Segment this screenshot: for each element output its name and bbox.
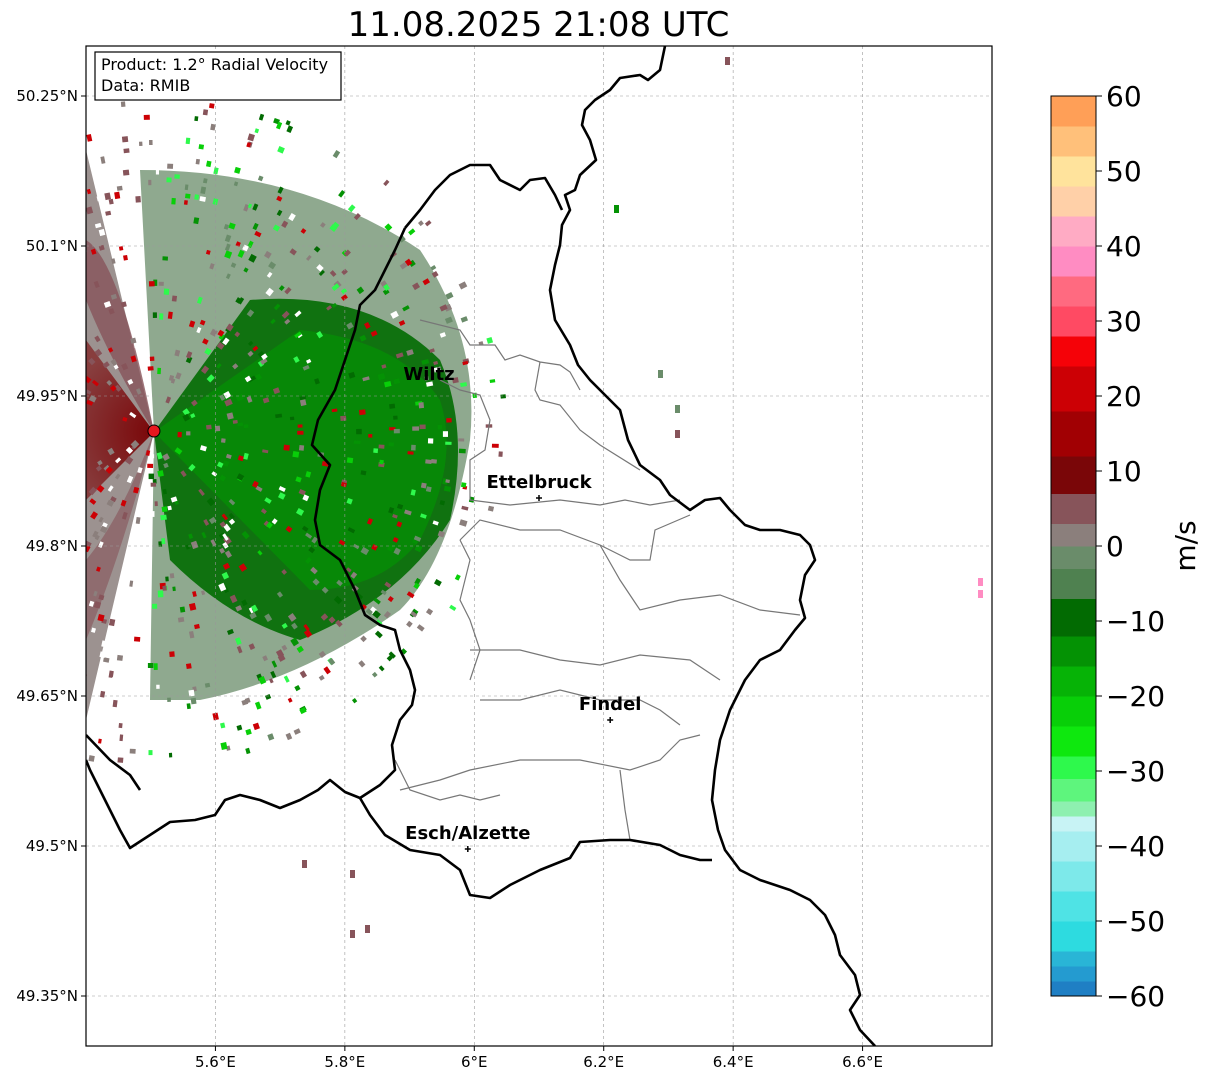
- map-gridlines: [86, 46, 992, 1046]
- radar-site-marker: [147, 424, 161, 438]
- city-label-esch-alzette: Esch/Alzette: [405, 823, 530, 844]
- city-label-ettelbruck: Ettelbruck: [486, 472, 592, 493]
- map-title: 11.08.2025 21:08 UTC: [347, 5, 730, 45]
- x-tick-label: 5.6°E: [195, 1053, 236, 1071]
- y-tick-label: 49.35°N: [16, 987, 78, 1005]
- city-marker-ettelbruck: [536, 495, 542, 501]
- longitude-axis: 5.6°E 5.8°E 6°E 6.2°E 6.4°E 6.6°E: [195, 1046, 883, 1071]
- latitude-axis: 49.35°N 49.5°N 49.65°N 49.8°N 49.95°N 50.1°N 5…: [16, 87, 86, 1005]
- y-tick-label: 50.25°N: [16, 87, 78, 105]
- national-borders: [86, 46, 876, 1046]
- radar-echo-field: [86, 150, 472, 720]
- info-box: Product: 1.2° Radial Velocity Data: RMIB: [94, 51, 342, 101]
- canton-borders: [394, 319, 801, 841]
- info-data-source: Data: RMIB: [101, 76, 190, 95]
- x-tick-label: 5.8°E: [324, 1053, 365, 1071]
- x-tick-label: 6°E: [461, 1053, 488, 1071]
- city-labels: Wiltz Ettelbruck Findel Esch/Alzette: [403, 364, 641, 852]
- city-label-findel: Findel: [579, 694, 642, 715]
- info-product: Product: 1.2° Radial Velocity: [101, 55, 328, 74]
- x-tick-label: 6.4°E: [713, 1053, 754, 1071]
- y-tick-label: 49.8°N: [26, 537, 78, 555]
- y-tick-label: 50.1°N: [26, 237, 78, 255]
- city-label-wiltz: Wiltz: [403, 364, 454, 385]
- y-tick-label: 49.5°N: [26, 837, 78, 855]
- city-marker-findel: [607, 717, 614, 723]
- city-marker-esch-alzette: [464, 846, 471, 852]
- y-tick-label: 49.95°N: [16, 387, 78, 405]
- x-tick-label: 6.2°E: [583, 1053, 624, 1071]
- radar-speckles: [86, 57, 983, 938]
- x-tick-label: 6.6°E: [842, 1053, 883, 1071]
- y-tick-label: 49.65°N: [16, 687, 78, 705]
